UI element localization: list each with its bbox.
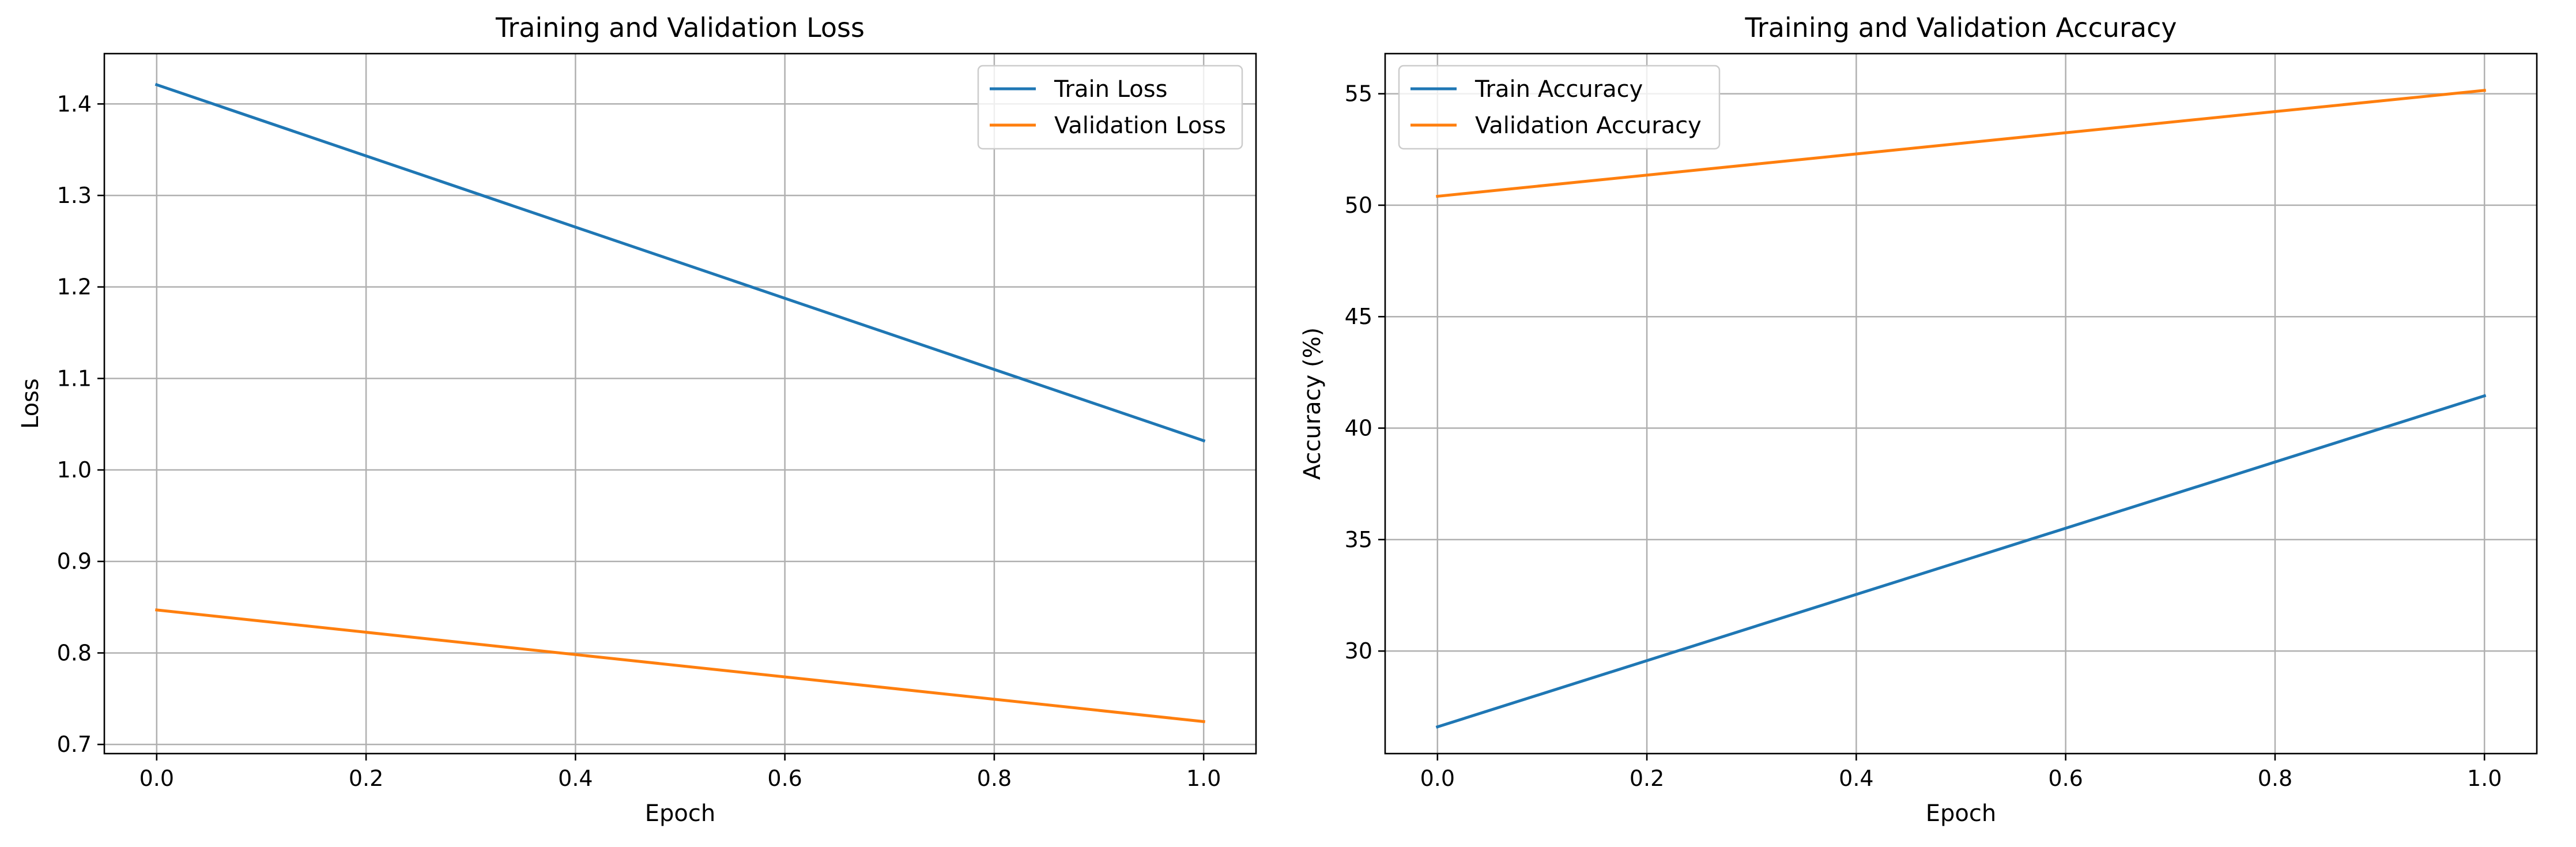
accuracy-y-tick-label: 40 bbox=[1345, 416, 1372, 441]
loss-y-tick-label: 0.9 bbox=[57, 549, 92, 574]
loss-x-tick-label: 0.0 bbox=[139, 766, 174, 791]
legend-label-validation-loss: Validation Loss bbox=[1054, 112, 1226, 139]
accuracy-y-tick-label: 45 bbox=[1345, 304, 1372, 329]
loss-x-tick-label: 0.4 bbox=[558, 766, 593, 791]
accuracy-x-tick-label: 0.8 bbox=[2258, 766, 2292, 791]
accuracy-x-tick-label: 0.2 bbox=[1630, 766, 1664, 791]
loss-y-axis-label: Loss bbox=[17, 378, 44, 429]
accuracy-legend: Train Accuracy Validation Accuracy bbox=[1398, 65, 1721, 150]
accuracy-chart-title: Training and Validation Accuracy bbox=[1744, 12, 2177, 43]
loss-plot-frame bbox=[103, 52, 1257, 755]
loss-series-layer bbox=[154, 82, 1206, 724]
legend-label-train-accuracy: Train Accuracy bbox=[1474, 76, 1643, 103]
loss-x-tick-label: 0.8 bbox=[977, 766, 1012, 791]
accuracy-chart: 0.0 0.2 0.4 0.6 0.8 1.0 30 35 40 45 50 55 Training … bbox=[1299, 12, 2538, 827]
loss-x-tick-label: 0.6 bbox=[767, 766, 802, 791]
legend-label-validation-accuracy: Validation Accuracy bbox=[1475, 112, 1702, 139]
accuracy-legend-box bbox=[1398, 65, 1721, 150]
accuracy-y-axis-label: Accuracy (%) bbox=[1299, 327, 1326, 480]
loss-ticks: 0.0 0.2 0.4 0.6 0.8 1.0 0.7 0.8 0.9 1.0 1.1 1.2 1.3 1… bbox=[57, 91, 1221, 791]
loss-legend-box bbox=[977, 65, 1243, 150]
loss-chart: 0.0 0.2 0.4 0.6 0.8 1.0 0.7 0.8 0.9 1.0 1.1 1.2 1.3 1… bbox=[17, 12, 1257, 827]
loss-x-tick-label: 1.0 bbox=[1186, 766, 1221, 791]
accuracy-y-tick-label: 50 bbox=[1345, 193, 1372, 218]
accuracy-series-layer bbox=[1435, 89, 2487, 729]
accuracy-plot-frame bbox=[1384, 52, 2538, 755]
accuracy-x-axis-label: Epoch bbox=[1926, 800, 1996, 827]
legend-label-train-loss: Train Loss bbox=[1054, 76, 1167, 103]
accuracy-x-tick-label: 0.4 bbox=[1839, 766, 1873, 791]
series-line-train-accuracy bbox=[1435, 394, 2487, 729]
loss-y-tick-label: 1.3 bbox=[57, 183, 92, 208]
loss-y-tick-label: 0.7 bbox=[57, 732, 92, 757]
loss-x-axis-label: Epoch bbox=[645, 800, 715, 827]
accuracy-x-tick-label: 0.6 bbox=[2048, 766, 2083, 791]
series-line-validation-accuracy bbox=[1436, 89, 2486, 198]
loss-y-tick-label: 1.1 bbox=[57, 366, 92, 391]
accuracy-ticks: 0.0 0.2 0.4 0.6 0.8 1.0 30 35 40 45 50 55 bbox=[1345, 81, 2502, 791]
loss-chart-title: Training and Validation Loss bbox=[495, 12, 865, 43]
loss-y-tick-label: 1.0 bbox=[57, 457, 92, 483]
loss-x-tick-label: 0.2 bbox=[349, 766, 383, 791]
accuracy-x-tick-label: 1.0 bbox=[2467, 766, 2502, 791]
loss-y-tick-label: 1.4 bbox=[57, 91, 92, 116]
loss-y-tick-label: 1.2 bbox=[57, 274, 92, 300]
accuracy-y-tick-label: 35 bbox=[1345, 527, 1372, 552]
loss-legend: Train Loss Validation Loss bbox=[977, 65, 1243, 150]
series-line-validation-loss bbox=[155, 608, 1205, 724]
accuracy-y-tick-label: 55 bbox=[1345, 81, 1372, 107]
series-line-train-loss bbox=[154, 82, 1206, 443]
loss-y-tick-label: 0.8 bbox=[57, 640, 92, 665]
accuracy-y-tick-label: 30 bbox=[1345, 638, 1372, 664]
accuracy-x-tick-label: 0.0 bbox=[1420, 766, 1455, 791]
